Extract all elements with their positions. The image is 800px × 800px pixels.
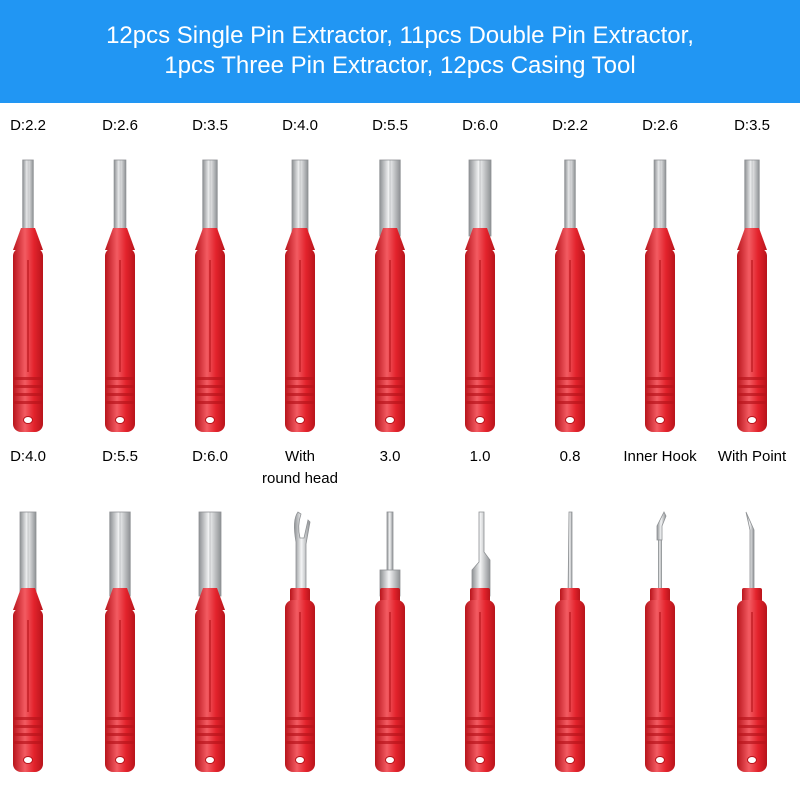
title-line-2: 1pcs Three Pin Extractor, 12pcs Casing T… [164,52,636,79]
extractor-tool-2-8 [645,511,675,772]
extractor-tool-1-2 [105,159,135,432]
tool-label: 3.0 [379,448,401,465]
tool-label: D:4.0 [10,448,46,465]
extractor-tool-1-1 [13,159,43,432]
tool-label: D:4.0 [282,117,318,134]
tool-label: D:6.0 [462,117,498,134]
tool-label: 1.0 [469,448,491,465]
extractor-tool-1-4 [285,159,315,432]
tool-label: D:2.6 [642,117,678,134]
extractor-tool-1-5 [375,159,405,432]
tool-label: D:5.5 [372,117,408,134]
extractor-tool-1-8 [645,159,675,432]
extractor-tool-2-3 [195,511,225,772]
tool-label: D:2.2 [10,117,46,134]
title-banner: 12pcs Single Pin Extractor, 11pcs Double… [0,0,800,103]
tool-label: D:2.2 [552,117,588,134]
extractor-tool-1-9 [737,159,767,432]
tool-label: Inner Hook [623,448,697,465]
extractor-tool-2-9 [737,511,767,772]
extractor-tool-1-3 [195,159,225,432]
tool-label-line-2: round head [262,470,338,487]
tool-label: D:6.0 [192,448,228,465]
extractor-tool-2-6 [465,511,495,772]
extractor-tool-2-7 [555,511,585,772]
tool-label: D:5.5 [102,448,138,465]
title-line-1: 12pcs Single Pin Extractor, 11pcs Double… [106,22,694,49]
tool-label: D:3.5 [734,117,770,134]
tool-label: 0.8 [559,448,581,465]
tool-label: D:2.6 [102,117,138,134]
extractor-tool-2-1 [13,511,43,772]
extractor-tool-1-7 [555,159,585,432]
extractor-tool-2-4 [285,511,315,772]
extractor-tool-2-2 [105,511,135,772]
extractor-tool-1-6 [465,159,495,432]
tool-label: D:3.5 [192,117,228,134]
tool-label: With [285,448,315,465]
tool-label: With Point [717,448,787,465]
extractor-tool-2-5 [375,511,405,772]
